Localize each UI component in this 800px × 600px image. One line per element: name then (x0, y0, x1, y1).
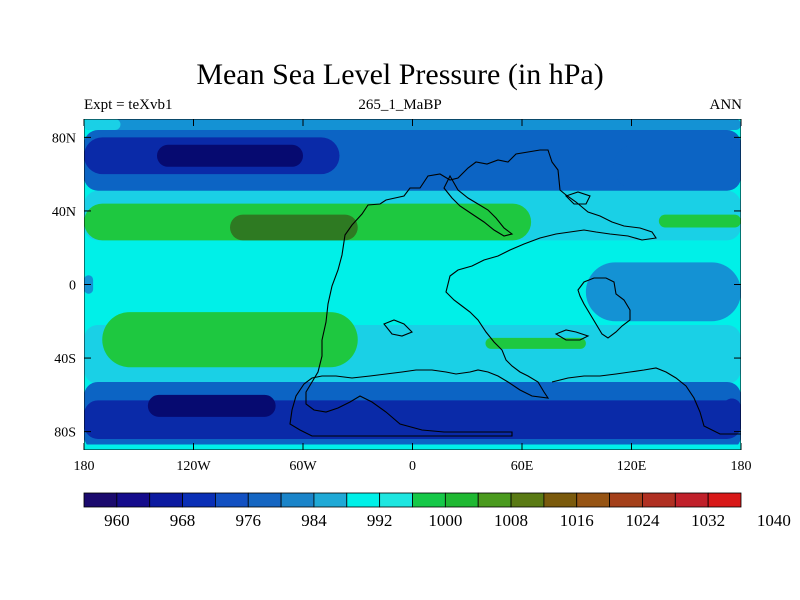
coastline-island-2 (554, 329, 590, 341)
map-axes: 180 120W 60W 0 60E 120E 180 80N 40N 0 40S 80S (52, 119, 752, 474)
coastline-south-margin (551, 367, 741, 435)
period-label: 265_1_MaBP (358, 97, 442, 113)
map-title: Mean Sea Level Pressure (in hPa) (196, 58, 604, 91)
x-tick-label: 60E (511, 459, 534, 474)
pressure-region-arctic-high-west (84, 119, 121, 131)
colorbar-swatch (83, 492, 118, 508)
colorbar-swatch (346, 492, 381, 508)
coastline-interior-basin (443, 174, 514, 237)
pressure-region-equatorial-low-east (585, 262, 741, 322)
colorbar-swatch (543, 492, 578, 508)
pressure-region-asian-ridge (658, 214, 741, 228)
colorbar-swatch (182, 492, 216, 508)
colorbar-label: 968 (170, 511, 196, 530)
coastline-island-3 (564, 191, 591, 205)
experiment-label: Expt = teXvb1 (84, 97, 173, 113)
x-tick-label: 120E (617, 459, 647, 474)
y-tick-label: 0 (69, 279, 76, 294)
colorbar-swatch (149, 492, 183, 508)
coastline-eastern-terrane (577, 277, 631, 339)
x-tick-label: 180 (74, 459, 95, 474)
colorbar-swatch (379, 492, 413, 508)
colorbar-label: 992 (367, 511, 393, 530)
pangaea-coastline (289, 149, 741, 437)
colorbar-label: 1040 (757, 511, 791, 530)
colorbar-swatch (642, 492, 676, 508)
pressure-region-south-pacific-high (102, 312, 358, 368)
y-tick-label: 80N (52, 131, 76, 146)
colorbar-swatch (313, 492, 348, 508)
colorbar-swatch (444, 492, 479, 508)
x-tick-label: 180 (731, 459, 752, 474)
pressure-region-aleutian-low-core (157, 144, 303, 167)
colorbar-swatch (280, 492, 315, 508)
colorbar-label: 1008 (494, 511, 528, 530)
colorbar-label: 1000 (428, 511, 462, 530)
colorbar-swatch (674, 492, 709, 508)
x-tick-label: 60W (289, 459, 317, 474)
pressure-region-south-atlantic-high (485, 337, 586, 349)
pressure-region-north-pacific-high-core (230, 214, 358, 241)
colorbar-swatch (477, 492, 512, 508)
colorbar-label: 1024 (625, 511, 660, 530)
season-label: ANN (709, 97, 743, 113)
x-tick-label: 120W (176, 459, 211, 474)
colorbar: 960 968 976 984 992 1000 1008 1016 1024 1032 1040 (83, 492, 791, 530)
colorbar-swatch (510, 492, 545, 508)
colorbar-swatch (214, 492, 249, 508)
coastline-main (289, 149, 657, 437)
coastline-island-1 (383, 319, 413, 337)
colorbar-label: 1016 (560, 511, 594, 530)
colorbar-swatch (707, 492, 742, 508)
colorbar-label: 1032 (691, 511, 725, 530)
y-tick-label: 40N (52, 205, 76, 220)
colorbar-label: 984 (301, 511, 327, 530)
map-area (84, 119, 741, 450)
pressure-region-southern-deep-low (147, 394, 276, 417)
colorbar-swatch (412, 492, 446, 508)
colorbar-label: 960 (104, 511, 130, 530)
colorbar-swatch (576, 492, 610, 508)
y-tick-label: 80S (54, 426, 76, 441)
colorbar-swatch (609, 492, 643, 508)
pressure-region-siberian-low (613, 144, 741, 189)
x-tick-label: 0 (409, 459, 416, 474)
colorbar-label: 976 (236, 511, 262, 530)
y-tick-label: 40S (54, 352, 76, 367)
colorbar-swatch (247, 492, 282, 508)
pressure-region-southern-east-low (722, 398, 741, 423)
colorbar-swatch (116, 492, 151, 508)
